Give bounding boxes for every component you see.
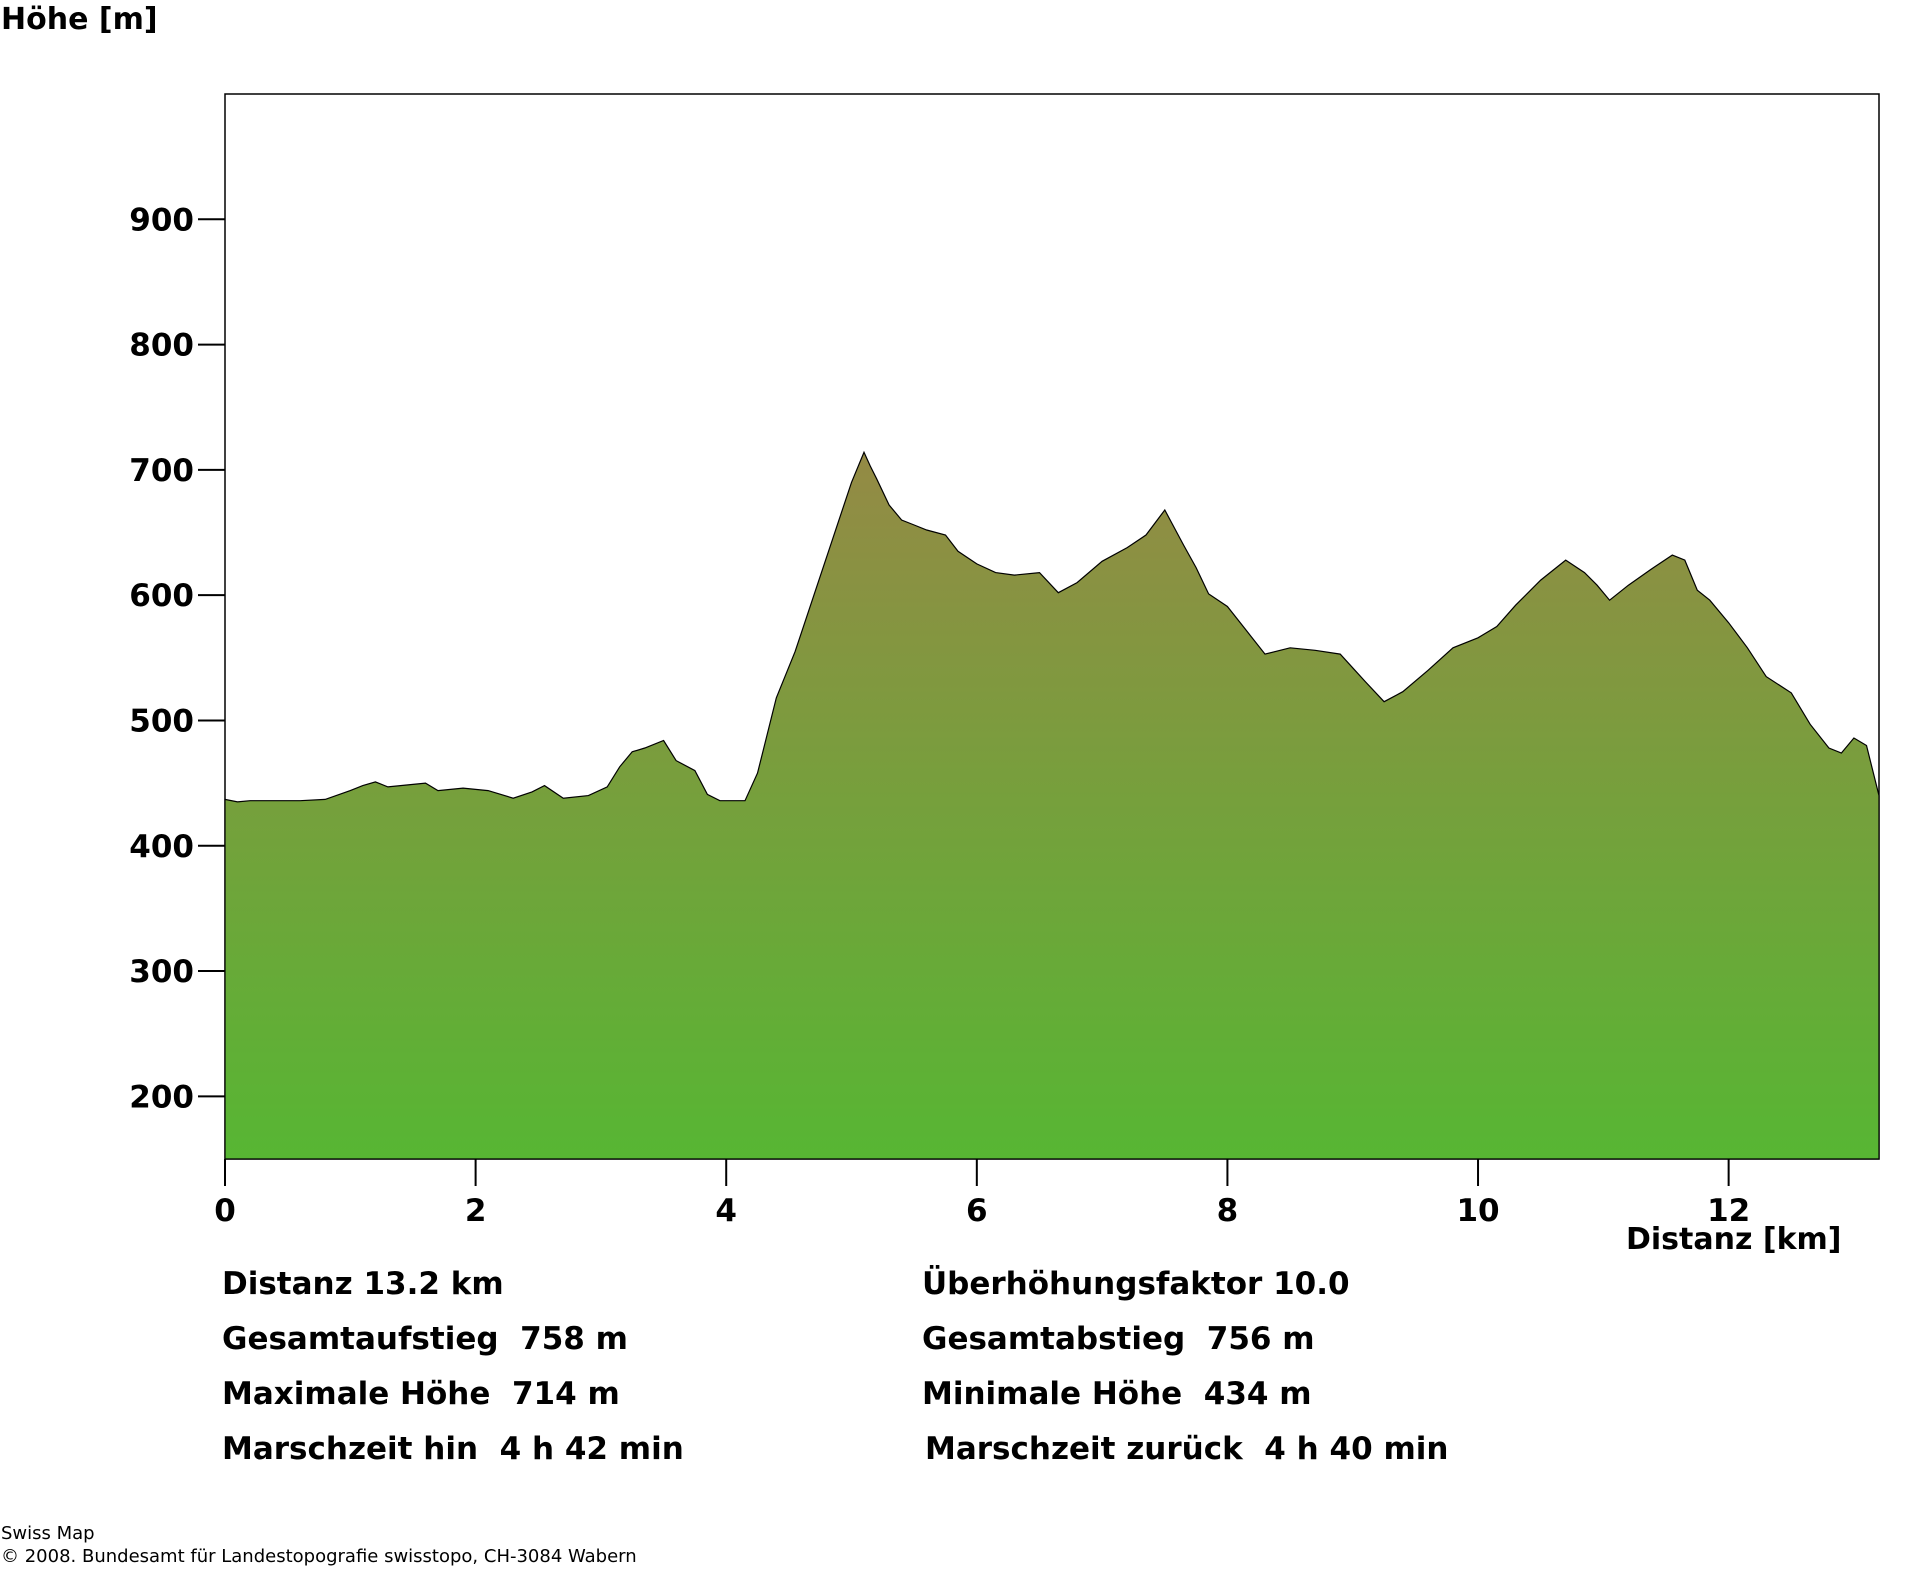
x-tick-label: 6: [966, 1193, 988, 1229]
y-tick-label: 900: [129, 202, 194, 238]
y-axis-title: Höhe [m]: [1, 2, 158, 37]
y-tick-label: 800: [129, 328, 194, 364]
y-tick-label: 300: [129, 954, 194, 990]
stat-distanz: Distanz 13.2 km: [222, 1266, 504, 1302]
y-tick-label: 700: [129, 453, 194, 489]
stat-gesamtabstieg: Gesamtabstieg 756 m: [922, 1321, 1315, 1357]
x-axis-title: Distanz [km]: [1626, 1222, 1842, 1257]
x-tick-label: 4: [715, 1193, 737, 1229]
y-axis: 200 300 400 500 600 700 800 900: [129, 202, 225, 1115]
stat-ueberhoehungsfaktor: Überhöhungsfaktor 10.0: [922, 1266, 1350, 1302]
y-tick-label: 200: [129, 1079, 194, 1115]
footer-copyright: © 2008. Bundesamt für Landestopografie s…: [1, 1546, 637, 1567]
stat-gesamtaufstieg: Gesamtaufstieg 758 m: [222, 1321, 628, 1357]
elevation-area: [224, 450, 1880, 1160]
y-tick-label: 400: [129, 829, 194, 865]
x-tick-label: 8: [1217, 1193, 1239, 1229]
stat-marschzeit-hin: Marschzeit hin 4 h 42 min: [222, 1431, 684, 1467]
y-tick-label: 500: [129, 703, 194, 739]
x-tick-label: 12: [1707, 1193, 1750, 1229]
x-axis: 0 2 4 6 8 10 12: [214, 1159, 1750, 1229]
y-tick-label: 600: [129, 578, 194, 614]
footer-map-name: Swiss Map: [1, 1523, 95, 1544]
stat-marschzeit-zurueck: Marschzeit zurück 4 h 40 min: [925, 1431, 1449, 1467]
x-tick-label: 0: [214, 1193, 236, 1229]
x-tick-label: 10: [1456, 1193, 1499, 1229]
x-tick-label: 2: [465, 1193, 487, 1229]
stat-maximale-hoehe: Maximale Höhe 714 m: [222, 1376, 620, 1412]
stat-minimale-hoehe: Minimale Höhe 434 m: [922, 1376, 1312, 1412]
